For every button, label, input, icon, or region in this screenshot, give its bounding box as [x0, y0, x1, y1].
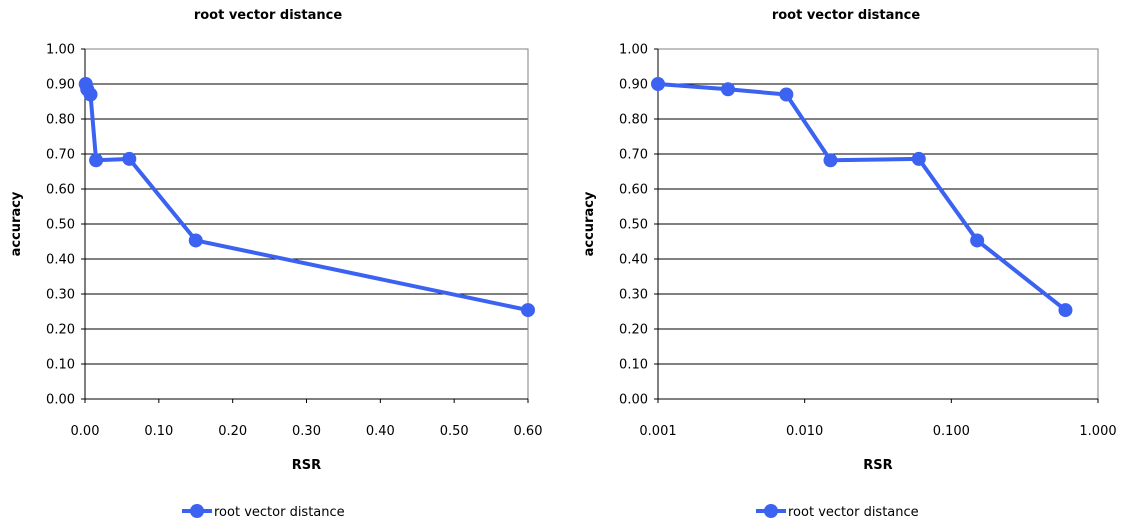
y-tick-label: 0.40 — [619, 253, 648, 268]
series-line — [83, 83, 529, 313]
chart-title: root vector distance — [772, 8, 921, 23]
chart-1: root vector distance 0.00 0.10 0.20 0.30 0.40… — [9, 8, 542, 520]
y-tick-label: 0.90 — [619, 78, 648, 93]
x-tick-label: 0.100 — [933, 424, 970, 439]
y-tick-label: 0.20 — [46, 323, 75, 338]
x-tick-label: 0.30 — [292, 424, 321, 439]
y-tick-label: 1.00 — [46, 43, 75, 58]
x-tick-label: 0.10 — [144, 424, 173, 439]
data-point — [89, 153, 104, 168]
x-tick-label: 0.010 — [786, 424, 823, 439]
chart-2: root vector distance 0.00 0.10 0.20 0.30 0.40… — [582, 8, 1117, 520]
y-tick-label: 0.10 — [46, 358, 75, 373]
y-tick-label: 0.50 — [46, 218, 75, 233]
data-point — [911, 151, 926, 166]
x-tick-label: 1.000 — [1079, 424, 1116, 439]
data-point — [651, 77, 665, 91]
y-tick-label: 0.50 — [619, 218, 648, 233]
x-tick-label: 0.00 — [71, 424, 100, 439]
x-tick-label: 0.20 — [218, 424, 247, 439]
data-point — [779, 87, 794, 102]
x-tick-label: 0.40 — [366, 424, 395, 439]
y-tick-label: 0.60 — [46, 183, 75, 198]
legend-marker — [764, 504, 778, 518]
data-point — [188, 233, 203, 248]
legend-label: root vector distance — [788, 505, 919, 520]
data-point — [122, 151, 137, 166]
data-point — [83, 87, 98, 102]
y-tick-label: 0.30 — [619, 288, 648, 303]
data-point — [521, 303, 535, 318]
x-axis-label: RSR — [292, 458, 321, 473]
x-tick-label: 0.001 — [639, 424, 676, 439]
data-point — [720, 82, 735, 97]
legend-label: root vector distance — [214, 505, 345, 520]
y-tick-label: 0.90 — [46, 78, 75, 93]
y-tick-label: 0.60 — [619, 183, 648, 198]
x-tick-label: 0.50 — [440, 424, 469, 439]
x-axis-label: RSR — [863, 458, 892, 473]
y-tick-label: 0.70 — [46, 148, 75, 163]
y-tick-label: 0.80 — [46, 113, 75, 128]
x-tick-label: 0.60 — [514, 424, 543, 439]
y-axis-label: accuracy — [9, 191, 24, 256]
y-tick-label: 0.70 — [619, 148, 648, 163]
series-line — [657, 82, 1067, 312]
data-point — [1058, 303, 1073, 318]
y-tick-label: 0.30 — [46, 288, 75, 303]
legend-marker — [190, 504, 204, 518]
y-tick-label: 0.20 — [619, 323, 648, 338]
y-axis-label: accuracy — [582, 191, 597, 256]
y-tick-label: 0.00 — [46, 393, 75, 408]
data-point — [970, 233, 985, 248]
y-tick-label: 1.00 — [619, 43, 648, 58]
y-tick-label: 0.40 — [46, 253, 75, 268]
y-tick-label: 0.00 — [619, 393, 648, 408]
y-tick-label: 0.10 — [619, 358, 648, 373]
data-point — [823, 153, 838, 168]
y-tick-label: 0.80 — [619, 113, 648, 128]
chart-title: root vector distance — [194, 8, 343, 23]
